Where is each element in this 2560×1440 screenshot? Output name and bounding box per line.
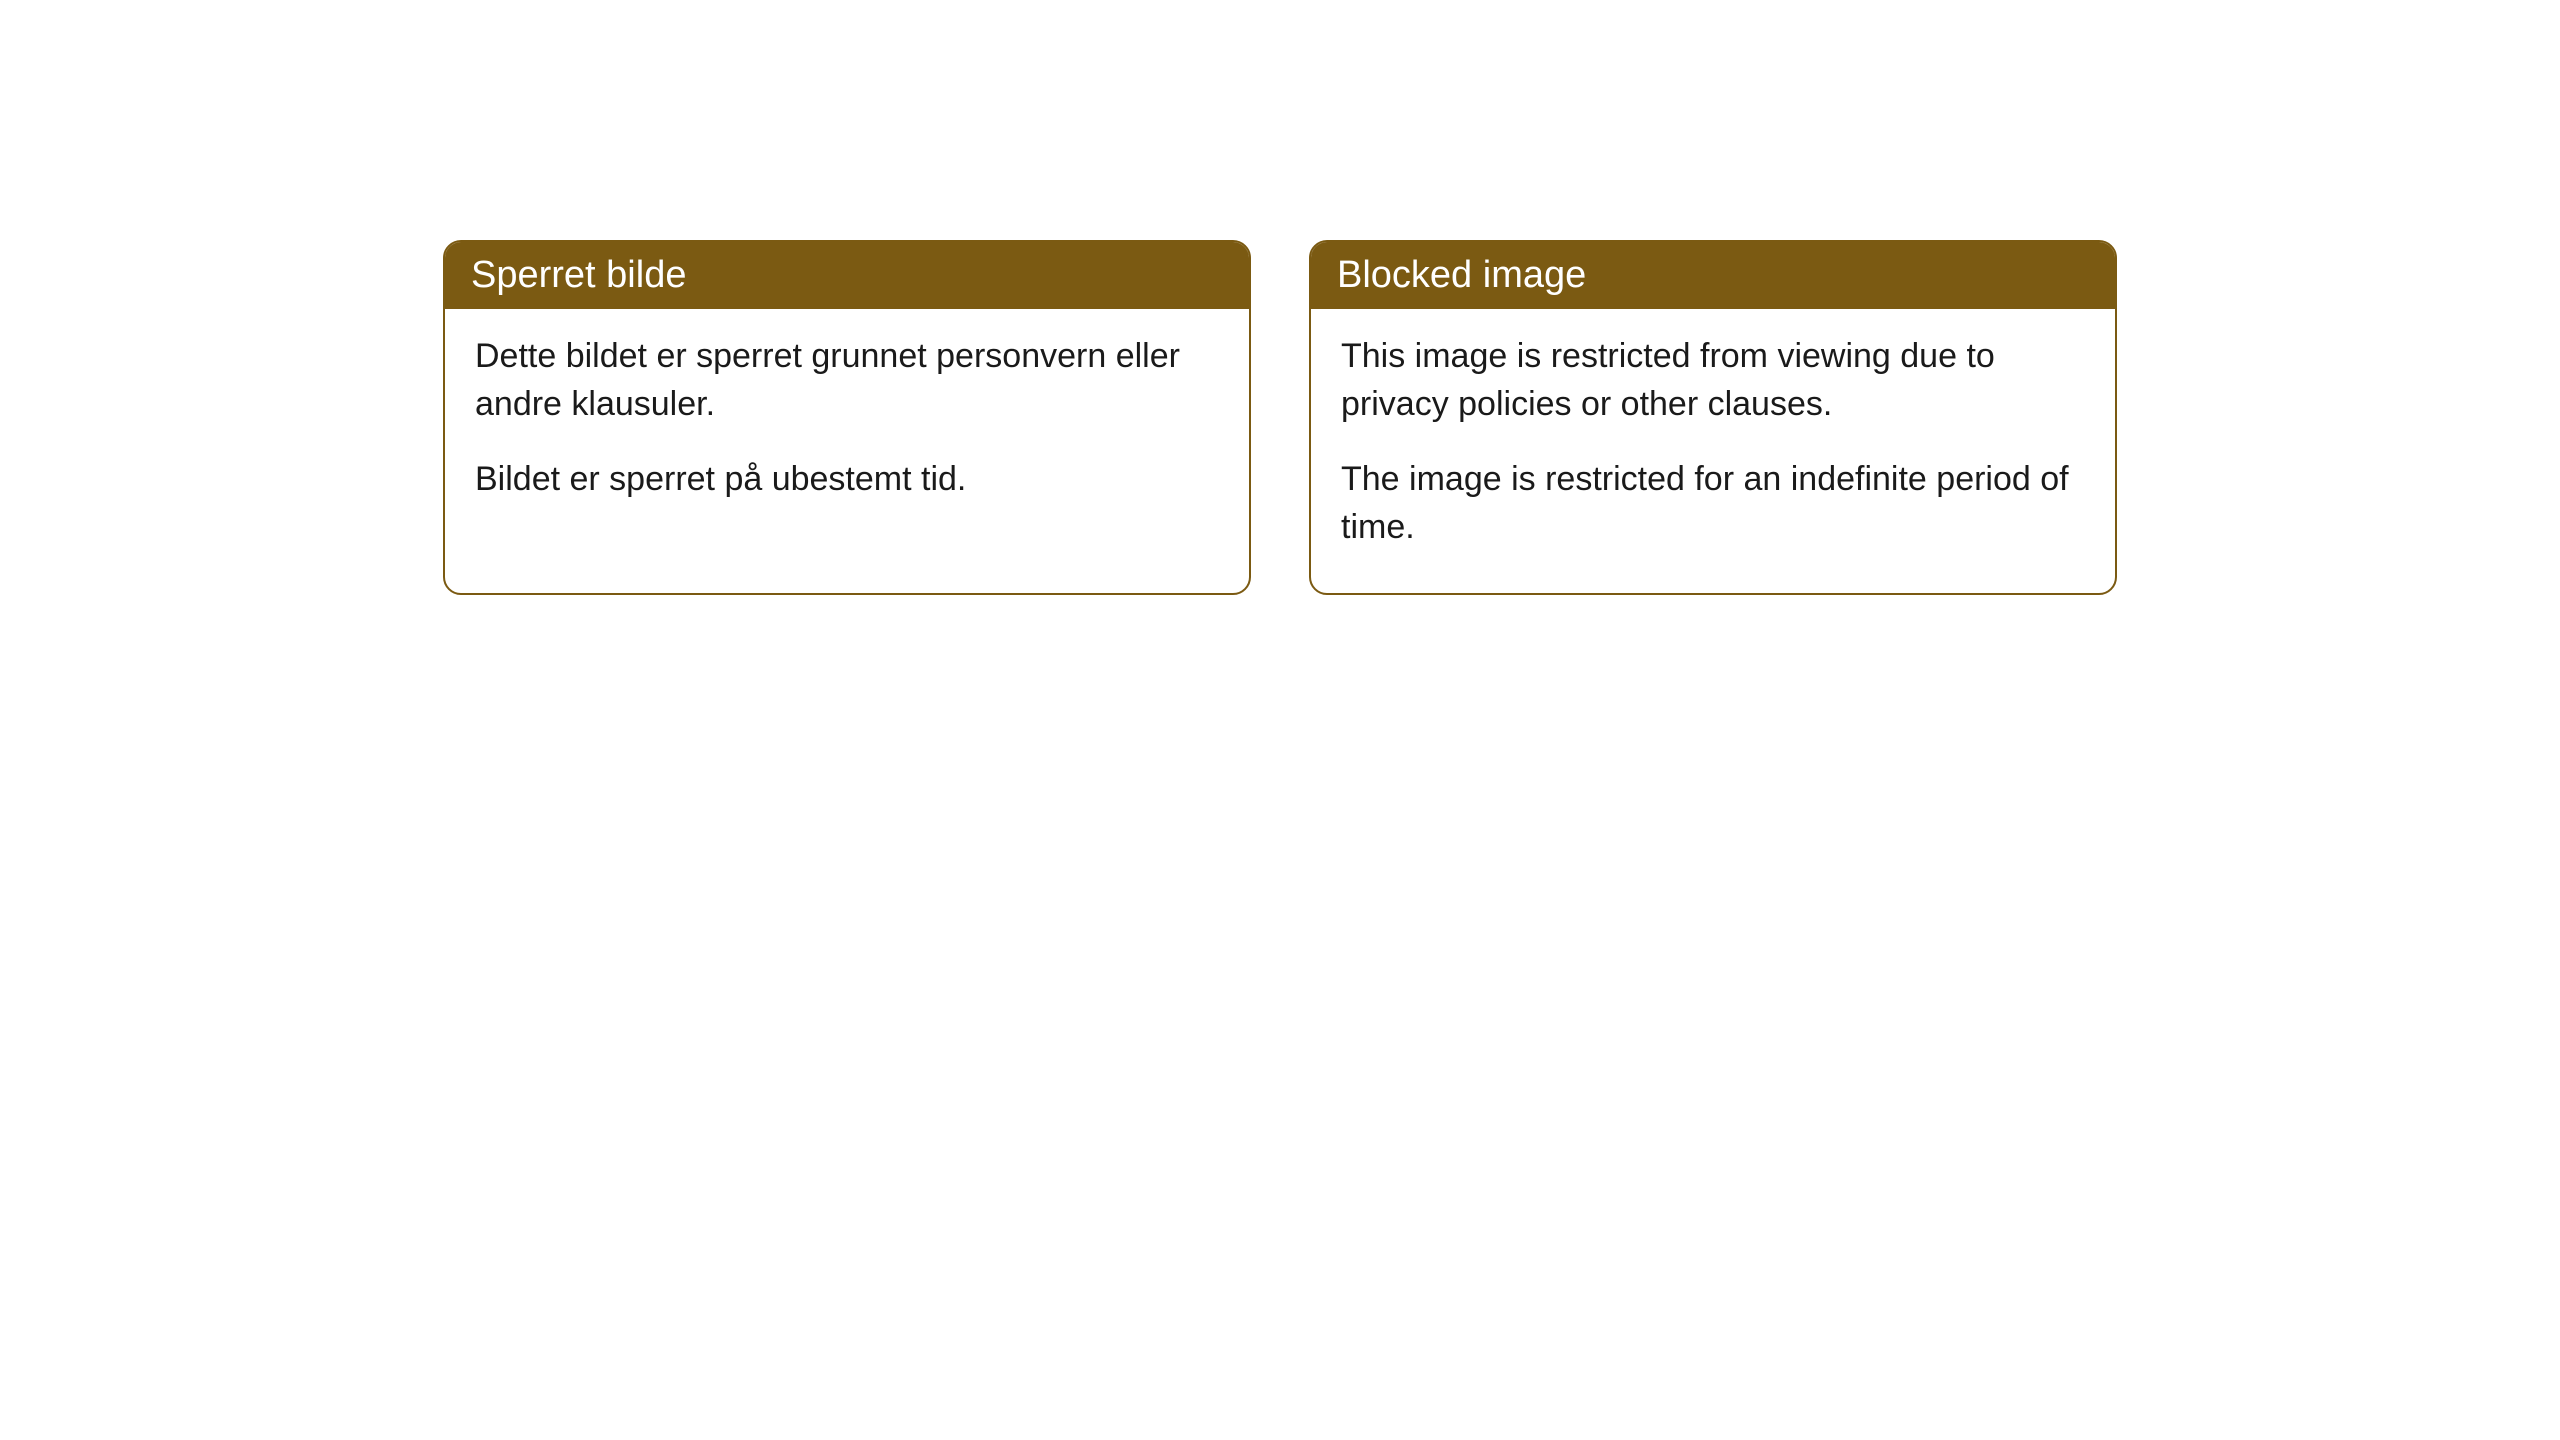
card-header-norwegian: Sperret bilde (445, 242, 1249, 309)
notice-container: Sperret bilde Dette bildet er sperret gr… (0, 240, 2560, 595)
blocked-image-card-norwegian: Sperret bilde Dette bildet er sperret gr… (443, 240, 1251, 595)
card-paragraph: Dette bildet er sperret grunnet personve… (475, 333, 1219, 428)
card-title: Blocked image (1337, 254, 1586, 296)
card-title: Sperret bilde (471, 254, 686, 296)
card-body-english: This image is restricted from viewing du… (1311, 309, 2115, 593)
card-paragraph: The image is restricted for an indefinit… (1341, 456, 2085, 551)
card-header-english: Blocked image (1311, 242, 2115, 309)
card-paragraph: Bildet er sperret på ubestemt tid. (475, 456, 1219, 504)
blocked-image-card-english: Blocked image This image is restricted f… (1309, 240, 2117, 595)
card-paragraph: This image is restricted from viewing du… (1341, 333, 2085, 428)
card-body-norwegian: Dette bildet er sperret grunnet personve… (445, 309, 1249, 546)
